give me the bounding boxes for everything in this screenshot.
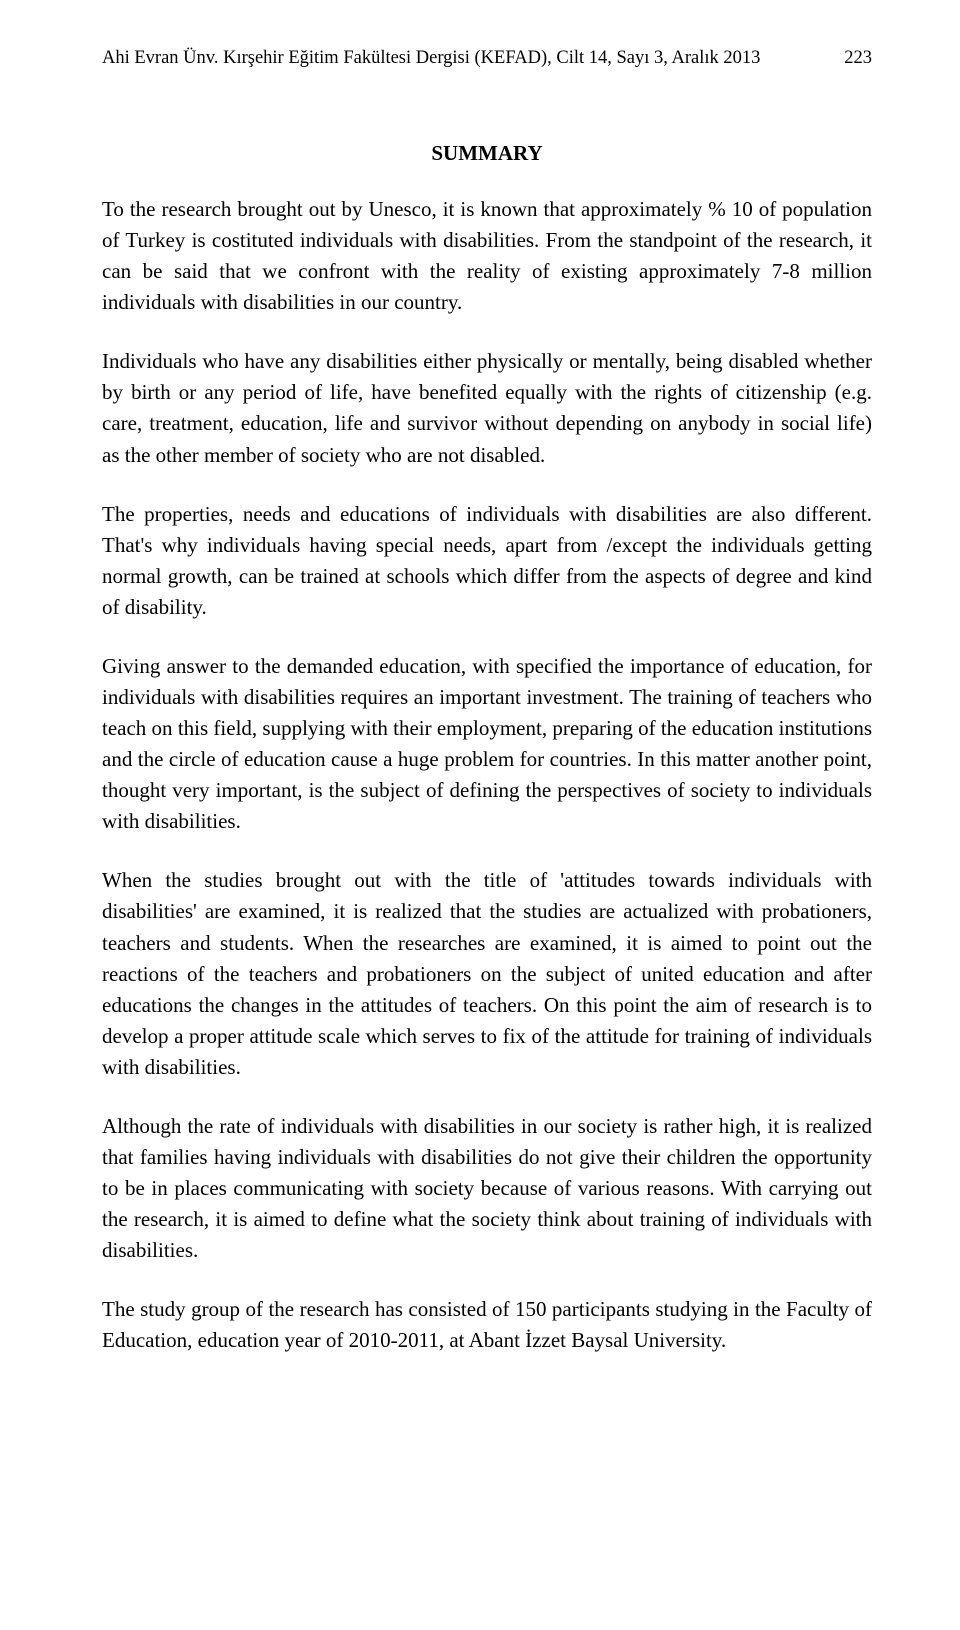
paragraph: The properties, needs and educations of … bbox=[102, 499, 872, 623]
paragraph: To the research brought out by Unesco, i… bbox=[102, 194, 872, 318]
paragraph: The study group of the research has cons… bbox=[102, 1294, 872, 1356]
paragraph: Giving answer to the demanded education,… bbox=[102, 651, 872, 837]
running-header: Ahi Evran Ünv. Kırşehir Eğitim Fakültesi… bbox=[102, 48, 872, 69]
paragraph: When the studies brought out with the ti… bbox=[102, 865, 872, 1083]
journal-reference: Ahi Evran Ünv. Kırşehir Eğitim Fakültesi… bbox=[102, 48, 814, 69]
paragraph: Although the rate of individuals with di… bbox=[102, 1111, 872, 1266]
section-title: SUMMARY bbox=[102, 141, 872, 166]
page-number: 223 bbox=[814, 48, 872, 69]
paragraph: Individuals who have any disabilities ei… bbox=[102, 346, 872, 470]
